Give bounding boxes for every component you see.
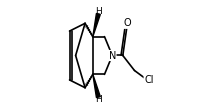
Text: O: O: [123, 18, 131, 28]
Text: N: N: [109, 51, 116, 60]
Text: Cl: Cl: [144, 75, 154, 85]
Text: H: H: [95, 95, 102, 104]
Text: H: H: [95, 7, 102, 16]
Polygon shape: [93, 74, 100, 98]
Polygon shape: [93, 13, 100, 37]
